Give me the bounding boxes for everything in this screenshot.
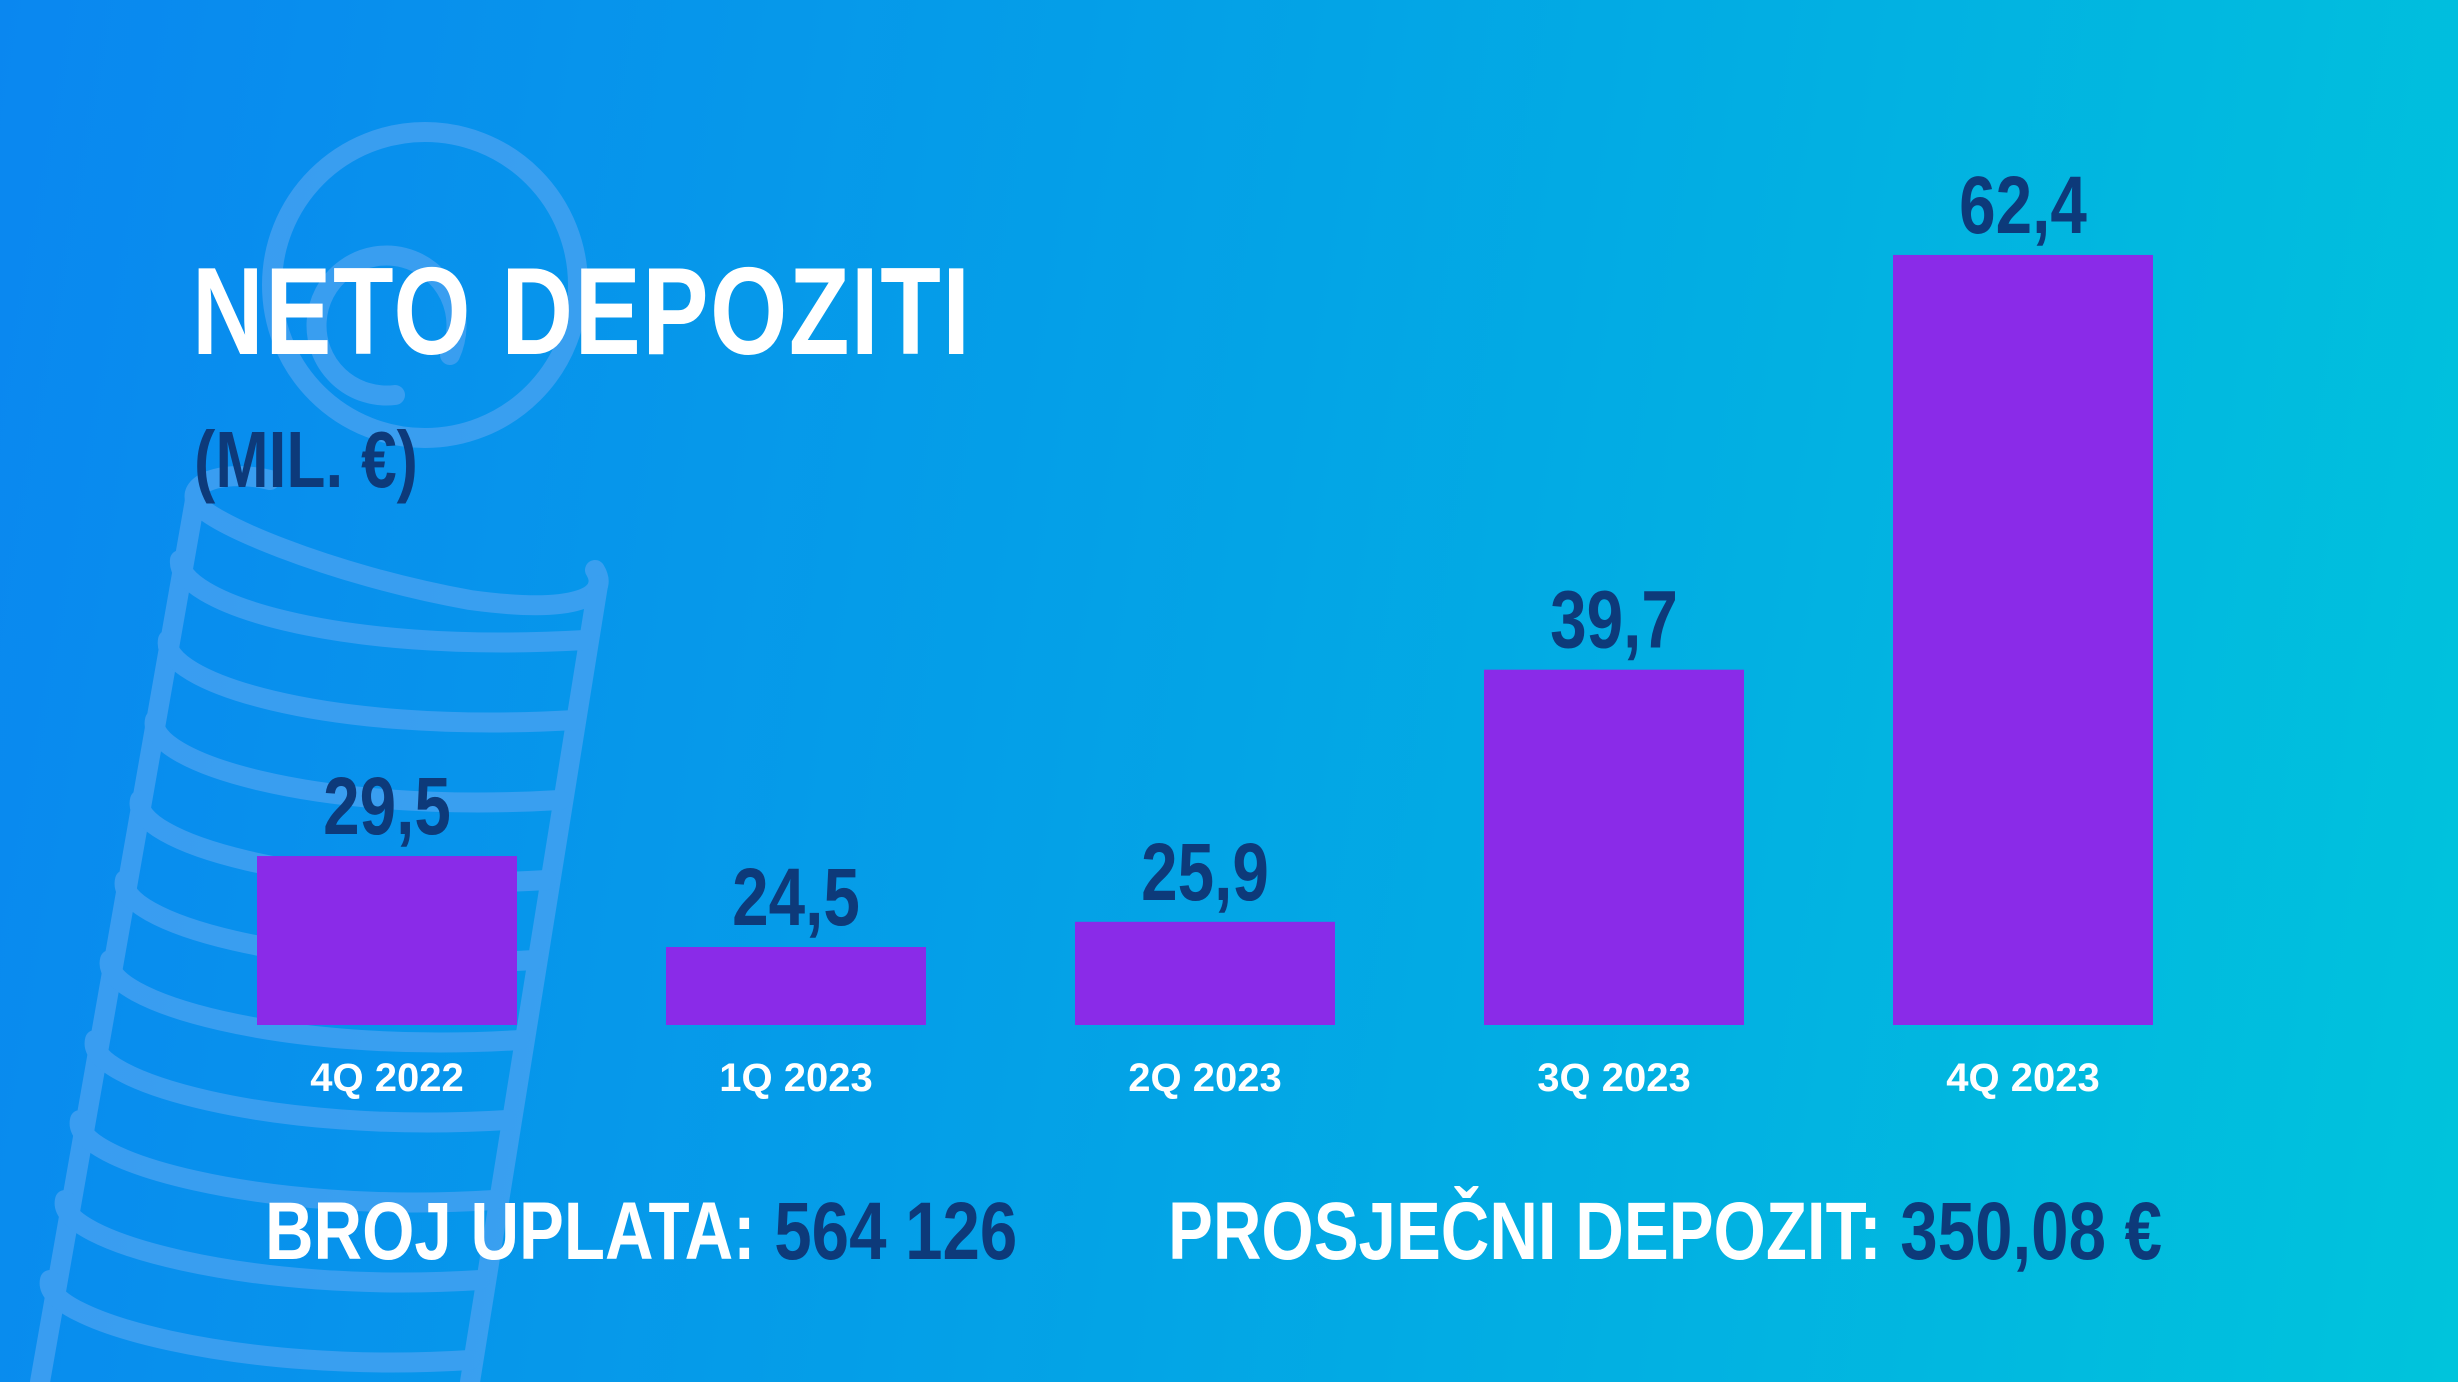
category-label: 1Q 2023	[719, 1056, 872, 1100]
payments-label: BROJ UPLATA:	[265, 1186, 756, 1277]
category-label: 4Q 2022	[310, 1056, 463, 1100]
value-label: 24,5	[732, 851, 860, 943]
average-deposit-value: 350,08 €	[1900, 1186, 2163, 1277]
average-deposit-stat: PROSJEČNI DEPOZIT: 350,08 €	[1168, 1182, 2162, 1282]
bar-3q-2023	[1484, 669, 1744, 1025]
average-deposit-label: PROSJEČNI DEPOZIT:	[1168, 1186, 1882, 1277]
value-label: 62,4	[1959, 159, 2087, 251]
payments-stat: BROJ UPLATA: 564 126	[265, 1182, 1017, 1282]
bar-2q-2023	[1075, 921, 1335, 1025]
category-label: 3Q 2023	[1537, 1056, 1690, 1100]
chart-title: NETO DEPOZITI	[192, 243, 972, 381]
value-label: 29,5	[323, 760, 451, 852]
value-label: 25,9	[1141, 826, 1269, 918]
bar-4q-2022	[257, 856, 517, 1025]
category-label: 2Q 2023	[1128, 1056, 1281, 1100]
value-label: 39,7	[1550, 574, 1678, 666]
payments-value: 564 126	[774, 1186, 1018, 1277]
bar-1q-2023	[666, 947, 926, 1025]
chart-subtitle: (MIL. €)	[194, 415, 418, 504]
bar-4q-2023	[1893, 254, 2153, 1025]
category-label: 4Q 2023	[1946, 1056, 2099, 1100]
